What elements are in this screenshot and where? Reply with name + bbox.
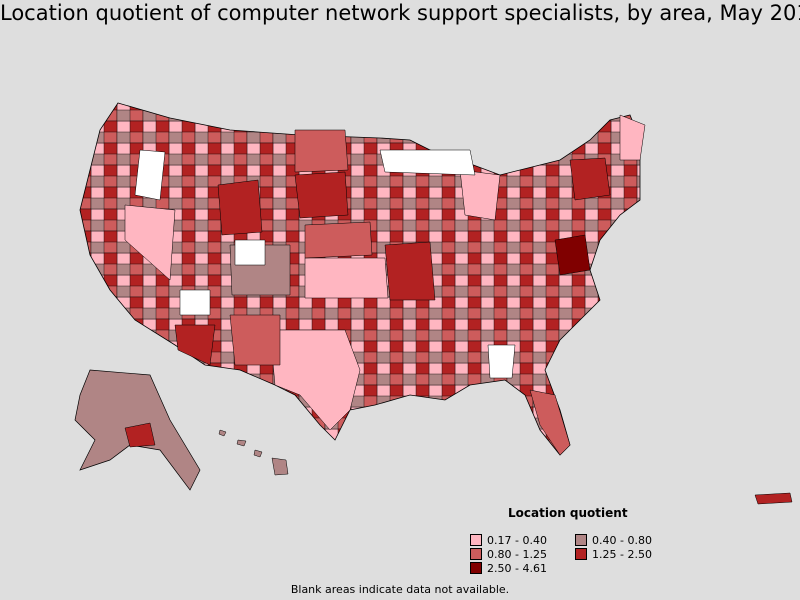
legend-label: 1.25 - 2.50 (592, 548, 652, 561)
legend-swatch (470, 562, 482, 574)
region-texas (269, 329, 361, 431)
legend-title: Location quotient (508, 506, 628, 520)
legend-label: 2.50 - 4.61 (487, 562, 547, 575)
legend-label: 0.80 - 1.25 (487, 548, 547, 561)
region-kansas (304, 257, 389, 299)
legend-item-2: 0.80 - 1.25 (470, 548, 547, 562)
legend-swatch (575, 534, 587, 546)
footnote: Blank areas indicate data not available. (290, 583, 510, 596)
region-nevada (124, 204, 176, 281)
legend-swatch (470, 548, 482, 560)
region-new-mexico (229, 314, 281, 366)
no-data-area (234, 239, 266, 266)
region-wyoming (217, 179, 263, 236)
legend-label: 0.17 - 0.40 (487, 534, 547, 547)
legend-swatch (470, 534, 482, 546)
region-dakotas (294, 171, 349, 219)
region-nebraska (304, 221, 373, 259)
region-florida (529, 389, 571, 456)
puerto-rico (754, 492, 793, 505)
hawaii (218, 429, 289, 476)
legend-label: 0.40 - 0.80 (592, 534, 652, 547)
legend-item-4: 2.50 - 4.61 (470, 562, 547, 576)
no-data-area (179, 289, 211, 316)
region-north-dakota (294, 129, 349, 173)
no-data-area (487, 344, 516, 379)
legend-item-0: 0.17 - 0.40 (470, 534, 547, 548)
region-iowa-missouri (384, 241, 436, 301)
region-maine (619, 114, 646, 161)
map-title: Location quotient of computer network su… (0, 1, 800, 25)
region-maryland-dc (554, 234, 591, 276)
no-data-area (379, 149, 476, 176)
legend-item-3: 1.25 - 2.50 (575, 548, 652, 562)
no-data-area (134, 149, 166, 201)
region-arizona (174, 324, 216, 366)
region-new-york (569, 157, 611, 201)
legend-item-1: 0.40 - 0.80 (575, 534, 652, 548)
legend-swatch (575, 548, 587, 560)
region-michigan (459, 169, 501, 221)
alaska-region (124, 422, 156, 448)
